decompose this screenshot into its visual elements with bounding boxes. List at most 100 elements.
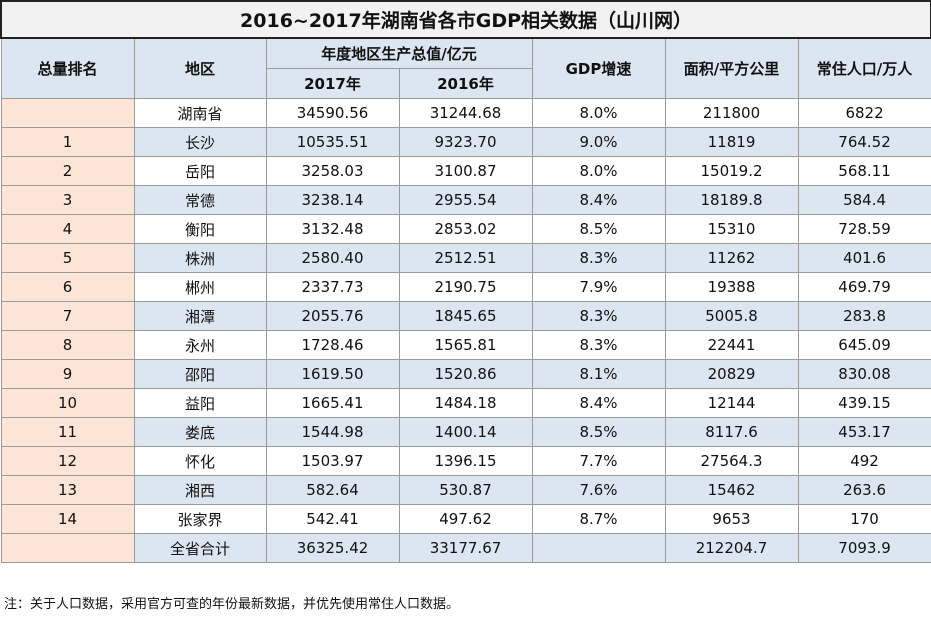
table-row: 7 湘潭 2055.76 1845.65 8.3% 5005.8 283.8 bbox=[0, 301, 931, 331]
table-cell: 常德 bbox=[133, 185, 267, 215]
table-cell: 27564.3 bbox=[664, 446, 799, 476]
table-cell: 9.0% bbox=[531, 127, 666, 157]
table-cell: 728.59 bbox=[797, 214, 931, 244]
table-cell: 8.1% bbox=[531, 359, 666, 389]
table-cell: 263.6 bbox=[797, 475, 931, 505]
table-cell: 15310 bbox=[664, 214, 799, 244]
table-cell: 33177.67 bbox=[398, 533, 533, 563]
table-cell: 584.4 bbox=[797, 185, 931, 215]
table-cell: 14 bbox=[0, 504, 135, 534]
table-cell: 郴州 bbox=[133, 272, 267, 302]
table-cell: 岳阳 bbox=[133, 156, 267, 186]
table-cell: 8.3% bbox=[531, 301, 666, 331]
header-cell: 地区 bbox=[133, 37, 267, 99]
table-cell: 8.3% bbox=[531, 330, 666, 360]
table-cell: 6 bbox=[0, 272, 135, 302]
table-cell: 2580.40 bbox=[265, 243, 400, 273]
table-cell: 10 bbox=[0, 388, 135, 418]
table-cell: 12144 bbox=[664, 388, 799, 418]
table-cell: 8.0% bbox=[531, 156, 666, 186]
table-cell: 11262 bbox=[664, 243, 799, 273]
table-cell: 439.15 bbox=[797, 388, 931, 418]
table-cell: 8.3% bbox=[531, 243, 666, 273]
table-cell: 3 bbox=[0, 185, 135, 215]
table-cell: 8.4% bbox=[531, 388, 666, 418]
table-cell: 7093.9 bbox=[797, 533, 931, 563]
table-row: 6 郴州 2337.73 2190.75 7.9% 19388 469.79 bbox=[0, 272, 931, 302]
table-cell: 453.17 bbox=[797, 417, 931, 447]
header-cell: 年度地区生产总值/亿元 bbox=[265, 37, 533, 69]
table-cell: 764.52 bbox=[797, 127, 931, 157]
table-row: 9 邵阳 1619.50 1520.86 8.1% 20829 830.08 bbox=[0, 359, 931, 389]
header-cell: 总量排名 bbox=[0, 37, 135, 99]
table-cell: 娄底 bbox=[133, 417, 267, 447]
table-cell: 530.87 bbox=[398, 475, 533, 505]
table-cell: 5 bbox=[0, 243, 135, 273]
table-cell: 1520.86 bbox=[398, 359, 533, 389]
table-cell: 长沙 bbox=[133, 127, 267, 157]
table-cell: 7.7% bbox=[531, 446, 666, 476]
table-cell: 1 bbox=[0, 127, 135, 157]
table-cell: 19388 bbox=[664, 272, 799, 302]
table-cell: 1396.15 bbox=[398, 446, 533, 476]
table-row: 3 常德 3238.14 2955.54 8.4% 18189.8 584.4 bbox=[0, 185, 931, 215]
table-cell: 湘潭 bbox=[133, 301, 267, 331]
table-cell: 170 bbox=[797, 504, 931, 534]
table-cell: 830.08 bbox=[797, 359, 931, 389]
table-cell: 542.41 bbox=[265, 504, 400, 534]
table-cell: 3258.03 bbox=[265, 156, 400, 186]
table-cell: 11 bbox=[0, 417, 135, 447]
table-row: 8 永州 1728.46 1565.81 8.3% 22441 645.09 bbox=[0, 330, 931, 360]
table-cell: 1665.41 bbox=[265, 388, 400, 418]
table-row: 14 张家界 542.41 497.62 8.7% 9653 170 bbox=[0, 504, 931, 534]
table-row: 5 株洲 2580.40 2512.51 8.3% 11262 401.6 bbox=[0, 243, 931, 273]
table-cell: 3238.14 bbox=[265, 185, 400, 215]
table-cell: 18189.8 bbox=[664, 185, 799, 215]
table-cell: 1544.98 bbox=[265, 417, 400, 447]
table-cell: 15462 bbox=[664, 475, 799, 505]
table-cell: 株洲 bbox=[133, 243, 267, 273]
table-cell: 13 bbox=[0, 475, 135, 505]
table-cell: 9 bbox=[0, 359, 135, 389]
table-cell: 645.09 bbox=[797, 330, 931, 360]
table-cell: 8.4% bbox=[531, 185, 666, 215]
table-cell: 张家界 bbox=[133, 504, 267, 534]
table-cell: 7.9% bbox=[531, 272, 666, 302]
table-cell: 湖南省 bbox=[133, 98, 267, 128]
table-cell: 8.5% bbox=[531, 214, 666, 244]
table-cell: 1400.14 bbox=[398, 417, 533, 447]
table-cell: 2055.76 bbox=[265, 301, 400, 331]
table-cell: 6822 bbox=[797, 98, 931, 128]
header-cell: 2016年 bbox=[398, 68, 533, 99]
table-cell: 1845.65 bbox=[398, 301, 533, 331]
table-cell: 36325.42 bbox=[265, 533, 400, 563]
table-cell: 31244.68 bbox=[398, 98, 533, 128]
table-cell: 全省合计 bbox=[133, 533, 267, 563]
table-row: 11 娄底 1544.98 1400.14 8.5% 8117.6 453.17 bbox=[0, 417, 931, 447]
table-row: 12 怀化 1503.97 1396.15 7.7% 27564.3 492 bbox=[0, 446, 931, 476]
table-cell: 20829 bbox=[664, 359, 799, 389]
table-cell: 211800 bbox=[664, 98, 799, 128]
table-cell: 1619.50 bbox=[265, 359, 400, 389]
table-cell: 15019.2 bbox=[664, 156, 799, 186]
table-cell: 3100.87 bbox=[398, 156, 533, 186]
footnote: 注：关于人口数据，采用官方可查的年份最新数据，并优先使用常住人口数据。 bbox=[4, 597, 460, 612]
table-cell: 9323.70 bbox=[398, 127, 533, 157]
table-cell: 492 bbox=[797, 446, 931, 476]
table-cell: 212204.7 bbox=[664, 533, 799, 563]
table-cell: 8.0% bbox=[531, 98, 666, 128]
table-cell: 2853.02 bbox=[398, 214, 533, 244]
table-cell: 7.6% bbox=[531, 475, 666, 505]
table-cell: 22441 bbox=[664, 330, 799, 360]
table-cell: 34590.56 bbox=[265, 98, 400, 128]
table-cell: 7 bbox=[0, 301, 135, 331]
table-cell: 2 bbox=[0, 156, 135, 186]
table-cell: 1503.97 bbox=[265, 446, 400, 476]
table-cell: 2955.54 bbox=[398, 185, 533, 215]
table-cell: 8.5% bbox=[531, 417, 666, 447]
header-cell: 常住人口/万人 bbox=[797, 37, 931, 99]
table-row: 全省合计 36325.42 33177.67 212204.7 7093.9 bbox=[0, 533, 931, 563]
table-cell: 3132.48 bbox=[265, 214, 400, 244]
table-cell: 8.7% bbox=[531, 504, 666, 534]
